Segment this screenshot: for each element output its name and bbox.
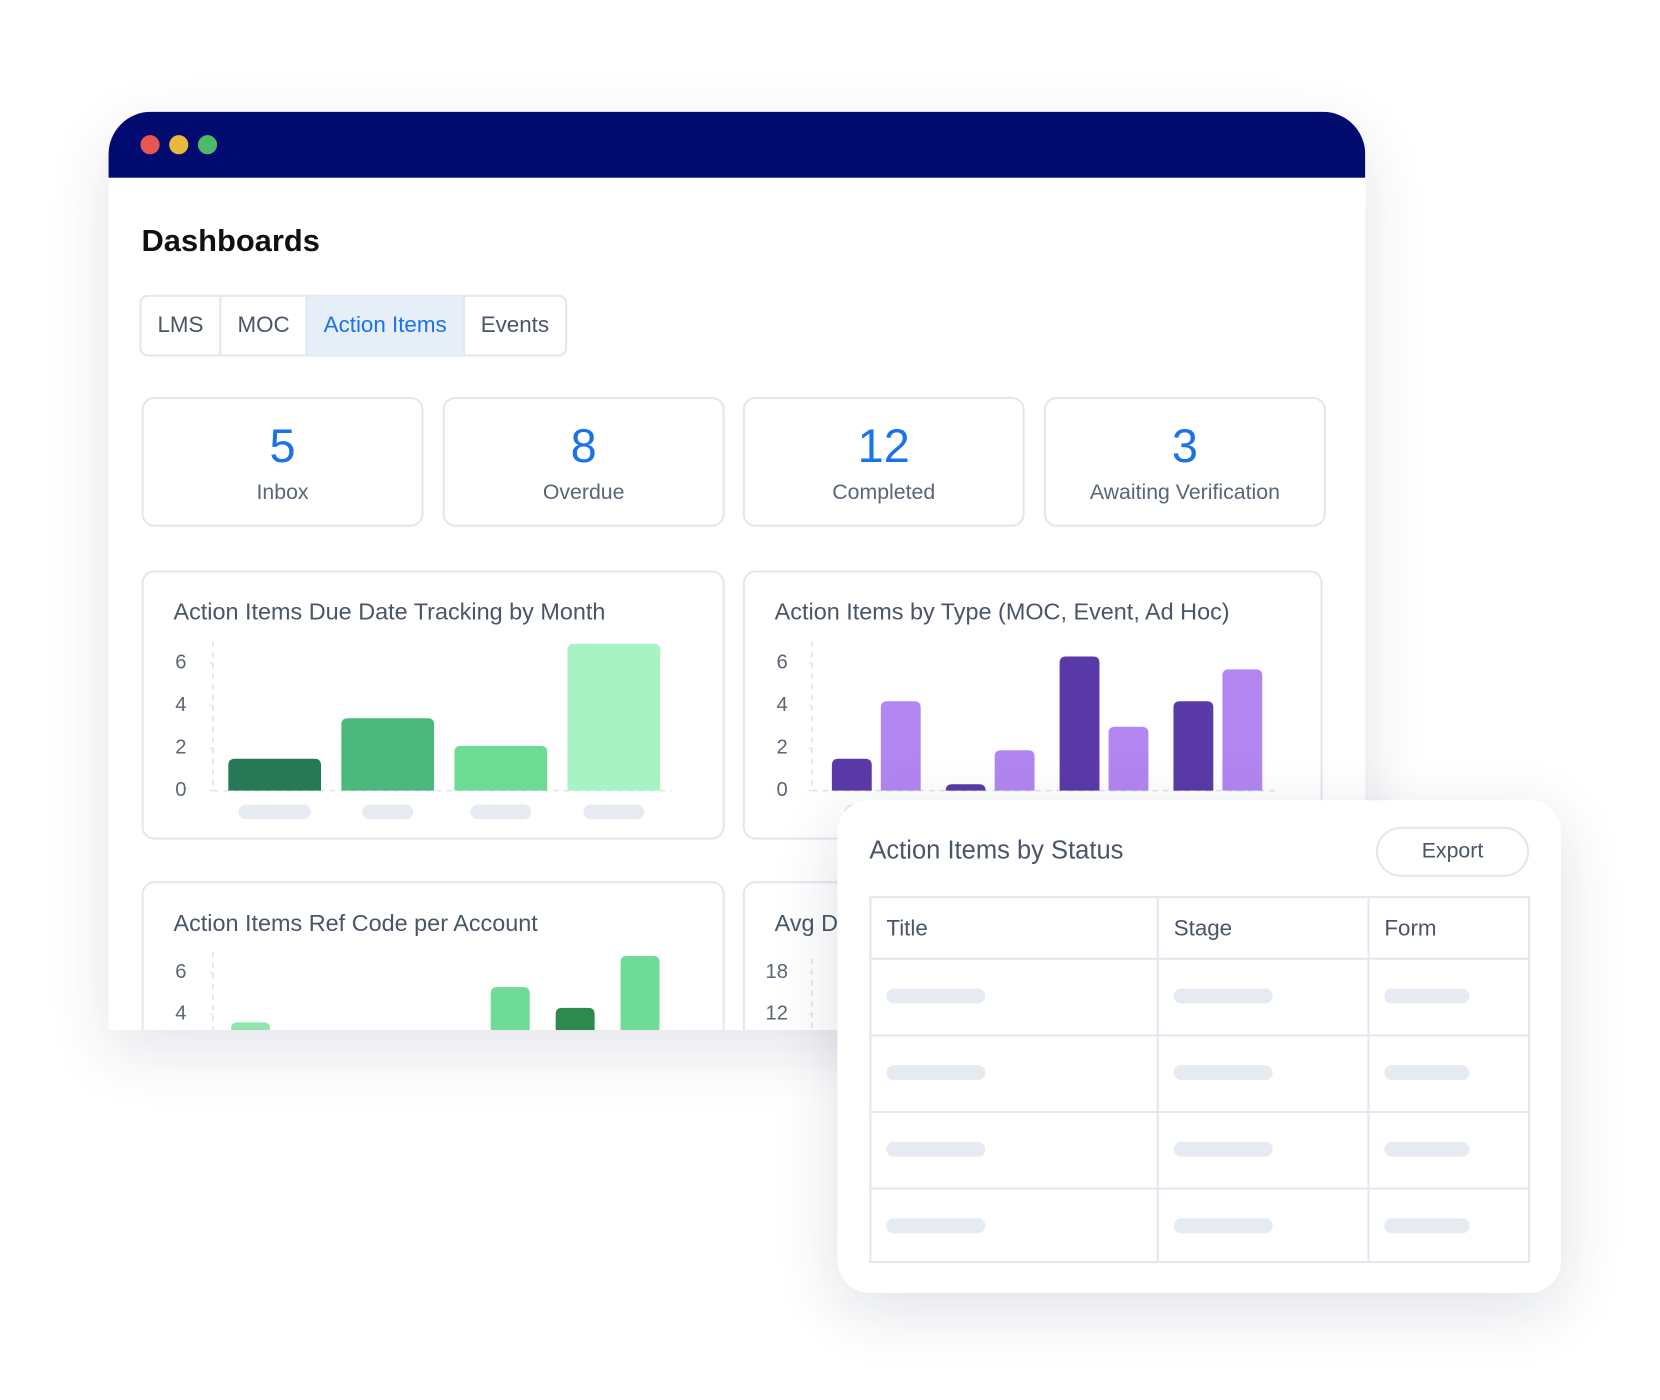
stat-value: 5 bbox=[269, 420, 296, 473]
column-header: Form bbox=[1384, 916, 1437, 941]
chart-title: Action Items by Type (MOC, Event, Ad Hoc… bbox=[774, 598, 1230, 625]
tab[interactable]: LMS bbox=[157, 312, 204, 338]
cell-placeholder bbox=[1384, 1218, 1470, 1234]
stat-value: 8 bbox=[570, 420, 597, 473]
chart-card bbox=[141, 881, 725, 1031]
cell-placeholder bbox=[1384, 988, 1470, 1004]
stat-card: 3 Awaiting Verification bbox=[1043, 396, 1326, 527]
cell-placeholder bbox=[1384, 1065, 1470, 1081]
maximize-dot bbox=[197, 135, 218, 155]
tab-bar: LMS MOC Action Items Events bbox=[139, 294, 568, 357]
chart-title: Avg D bbox=[774, 909, 838, 937]
table: Title Stage Form bbox=[869, 895, 1531, 1264]
stat-label: Inbox bbox=[256, 480, 309, 505]
cell-placeholder bbox=[1173, 988, 1273, 1004]
chart-card bbox=[141, 570, 725, 840]
cell-placeholder bbox=[886, 1065, 986, 1081]
close-dot bbox=[140, 135, 160, 155]
cell-placeholder bbox=[1173, 1218, 1273, 1234]
stat-card: 8 Overdue bbox=[442, 396, 725, 527]
cell-placeholder bbox=[886, 988, 986, 1004]
stat-card: 12 Completed bbox=[742, 396, 1025, 527]
row-divider bbox=[871, 1187, 1529, 1190]
tab[interactable]: MOC bbox=[219, 296, 305, 355]
stat-label: Completed bbox=[832, 480, 936, 505]
table-title: Action Items by Status bbox=[869, 836, 1124, 866]
cell-placeholder bbox=[1384, 1141, 1470, 1157]
column-header: Title bbox=[886, 916, 928, 941]
stat-value: 12 bbox=[857, 420, 910, 473]
cell-placeholder bbox=[1173, 1141, 1273, 1157]
tab[interactable]: Events bbox=[462, 296, 565, 355]
stat-value: 3 bbox=[1171, 420, 1198, 473]
table-card: Action Items by Status Export Title Stage… bbox=[837, 800, 1562, 1293]
row-divider bbox=[871, 1110, 1529, 1114]
column-divider bbox=[1156, 898, 1159, 1261]
chart-title: Action Items Due Date Tracking by Month bbox=[173, 598, 606, 625]
tab[interactable]: Action Items bbox=[305, 296, 463, 355]
column-divider bbox=[1367, 898, 1370, 1261]
export-button[interactable]: Export bbox=[1375, 826, 1530, 877]
title-bar bbox=[108, 111, 1366, 178]
stat-label: Overdue bbox=[542, 480, 625, 505]
cell-placeholder bbox=[886, 1218, 986, 1234]
app-window: Dashboards LMS MOC Action Items Events Acti… bbox=[108, 111, 1366, 1031]
chart-title: Action Items Ref Code per Account bbox=[173, 909, 538, 937]
column-header: Stage bbox=[1173, 916, 1233, 941]
page-title: Dashboards bbox=[141, 224, 320, 259]
stat-card: 5 Inbox bbox=[141, 396, 424, 527]
stat-label: Awaiting Verification bbox=[1089, 480, 1280, 505]
cell-placeholder bbox=[1173, 1065, 1273, 1081]
minimize-dot bbox=[169, 135, 189, 155]
row-divider bbox=[871, 957, 1529, 960]
row-divider bbox=[871, 1034, 1529, 1037]
cell-placeholder bbox=[886, 1141, 986, 1157]
